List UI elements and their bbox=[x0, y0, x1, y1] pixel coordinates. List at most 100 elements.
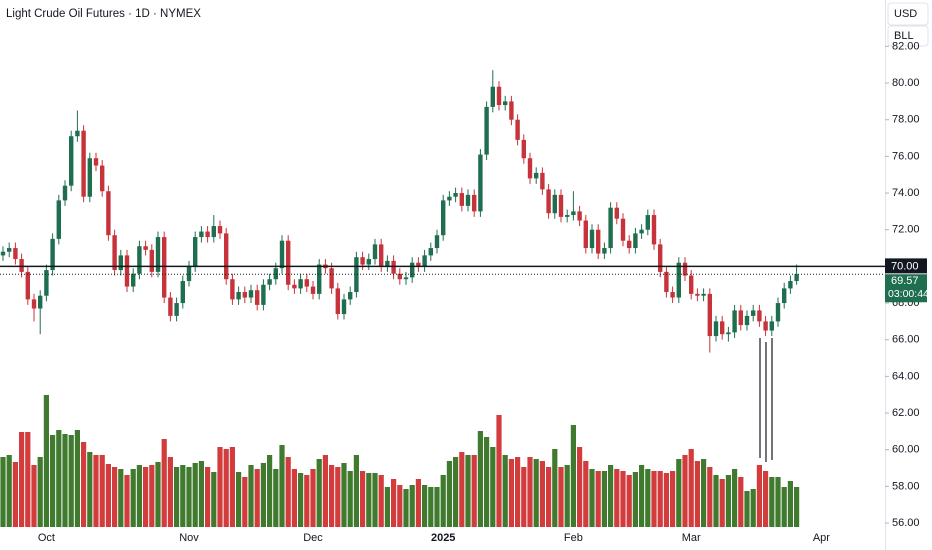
volume-bar bbox=[50, 435, 56, 527]
volume-bar bbox=[279, 445, 285, 527]
volume-bar bbox=[143, 467, 149, 527]
volume-bar bbox=[694, 461, 700, 527]
volume-bar bbox=[149, 465, 155, 527]
unit-button[interactable] bbox=[887, 25, 929, 47]
volume-bar bbox=[614, 469, 620, 527]
candle-body bbox=[484, 106, 489, 155]
volume-bar bbox=[701, 459, 707, 527]
volume-bar bbox=[707, 467, 713, 527]
candle-body bbox=[726, 332, 731, 335]
volume-bar bbox=[353, 455, 359, 527]
volume-bar bbox=[502, 455, 508, 527]
candle-body bbox=[633, 233, 638, 249]
volume-bar bbox=[651, 471, 657, 527]
candle-body bbox=[286, 240, 291, 285]
candle-body bbox=[50, 238, 55, 271]
volume-layer bbox=[0, 395, 800, 527]
candle-body bbox=[627, 240, 632, 249]
candle-body bbox=[255, 290, 260, 305]
candle-body bbox=[267, 279, 272, 285]
candle-body bbox=[366, 259, 371, 265]
candle-body bbox=[25, 271, 30, 300]
candle-body bbox=[304, 279, 309, 287]
volume-bar bbox=[316, 459, 322, 527]
currency-button[interactable] bbox=[887, 2, 929, 26]
volume-bar bbox=[0, 457, 6, 527]
volume-bar bbox=[732, 469, 738, 527]
candle-body bbox=[217, 226, 223, 234]
candle-body bbox=[403, 277, 409, 280]
candle-body bbox=[131, 273, 136, 287]
candle-body bbox=[515, 119, 520, 140]
candle-body bbox=[527, 158, 533, 179]
candle-body bbox=[193, 237, 198, 267]
volume-bar bbox=[260, 463, 266, 527]
volume-bar bbox=[539, 461, 545, 527]
volume-bar bbox=[589, 469, 595, 527]
candle-body bbox=[695, 293, 700, 296]
unit[interactable]: BLL bbox=[894, 30, 914, 42]
candle-body bbox=[738, 310, 743, 326]
candle-body bbox=[422, 255, 427, 267]
candle-body bbox=[100, 165, 105, 192]
candle-body bbox=[571, 211, 576, 216]
y-tick-label: 74.00 bbox=[892, 187, 920, 199]
candle-body bbox=[775, 303, 781, 322]
candle-body bbox=[360, 257, 365, 265]
volume-bar bbox=[217, 447, 223, 527]
volume-bar bbox=[713, 475, 719, 527]
candle-body bbox=[162, 237, 167, 298]
candle-body bbox=[534, 172, 539, 179]
volume-bar bbox=[285, 457, 291, 527]
candle-body bbox=[273, 268, 278, 280]
candle-body bbox=[614, 207, 619, 219]
horizontal-line-tag bbox=[885, 258, 927, 274]
volume-bar bbox=[273, 469, 279, 527]
volume-bar bbox=[130, 469, 136, 527]
candle-body bbox=[44, 270, 49, 296]
volume-bar bbox=[459, 452, 465, 527]
volume-bar bbox=[787, 481, 793, 527]
candle-body bbox=[670, 292, 675, 298]
candle-body bbox=[589, 229, 595, 249]
volume-bar bbox=[242, 477, 248, 527]
candle-body bbox=[577, 211, 582, 221]
candle-body bbox=[230, 279, 235, 300]
volume-bar bbox=[477, 431, 483, 527]
volume-bar bbox=[248, 465, 254, 527]
candle-body bbox=[664, 271, 669, 293]
countdown: 03:00:44 bbox=[888, 288, 929, 300]
volume-bar bbox=[56, 430, 62, 527]
volume-bar bbox=[105, 464, 111, 527]
currency[interactable]: USD bbox=[894, 8, 917, 20]
volume-bar bbox=[781, 487, 787, 527]
candle-body bbox=[583, 220, 588, 249]
volume-bar bbox=[663, 473, 669, 527]
volume-bar bbox=[304, 475, 310, 527]
volume-bar bbox=[136, 465, 142, 527]
candle-body bbox=[434, 235, 440, 249]
candle-body bbox=[310, 286, 316, 294]
candle-body bbox=[385, 260, 390, 267]
y-tick-label: 60.00 bbox=[892, 444, 920, 456]
candle-body bbox=[397, 273, 402, 280]
volume-bar bbox=[87, 452, 93, 527]
volume-bar bbox=[335, 467, 341, 527]
volume-bar bbox=[37, 457, 43, 527]
candle-body bbox=[137, 246, 142, 274]
candle-body bbox=[38, 295, 43, 309]
volume-bar bbox=[341, 463, 347, 527]
candle-body bbox=[608, 207, 613, 249]
candle-body bbox=[13, 248, 18, 260]
candle-body bbox=[689, 275, 694, 294]
volume-bar bbox=[670, 471, 676, 527]
volume-bar bbox=[422, 485, 428, 527]
volume-bar bbox=[769, 477, 775, 527]
candle-body bbox=[298, 279, 303, 289]
candle-body bbox=[751, 310, 756, 316]
volume-bar bbox=[372, 473, 378, 527]
y-tick-label: 62.00 bbox=[892, 407, 920, 419]
candle-body bbox=[552, 194, 557, 214]
volume-bar bbox=[719, 479, 725, 527]
candle-body bbox=[335, 288, 340, 315]
